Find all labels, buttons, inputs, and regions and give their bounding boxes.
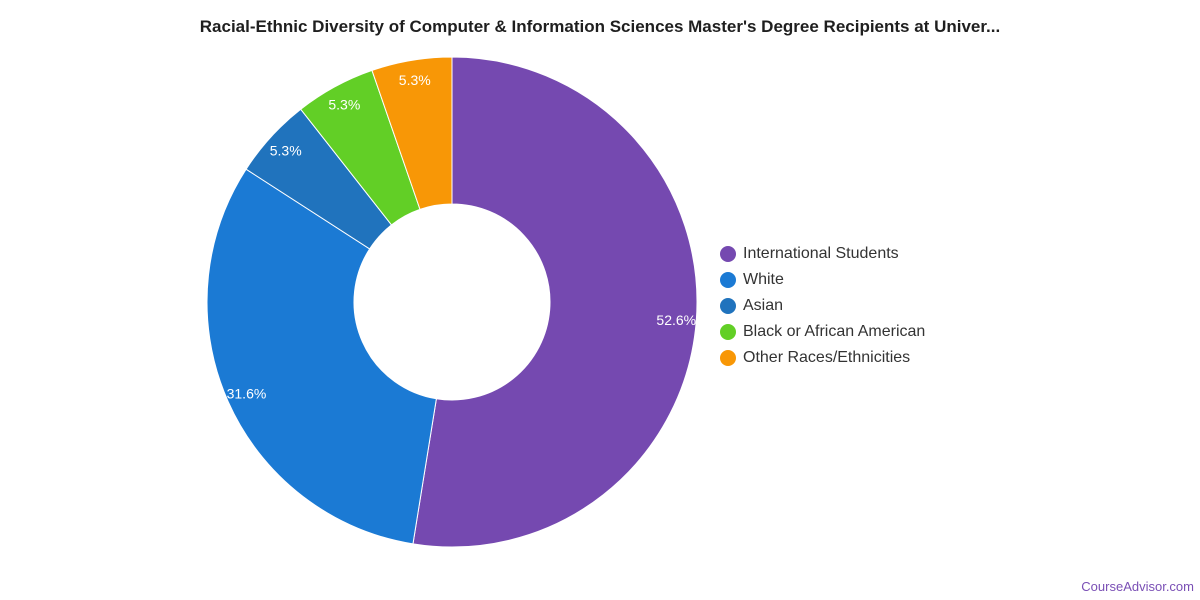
legend-item-asian[interactable]: Asian	[720, 293, 925, 319]
watermark-link[interactable]: CourseAdvisor.com	[1081, 579, 1194, 594]
legend-label: Other Races/Ethnicities	[743, 349, 911, 366]
legend-item-black-or-african-american[interactable]: Black or African American	[720, 319, 925, 345]
donut-slice-labels: 52.6% 31.6% 5.3% 5.3% 5.3%	[227, 72, 697, 401]
legend-item-white[interactable]: White	[720, 267, 925, 293]
slice-label-black-or-african-american: 5.3%	[328, 96, 360, 112]
chart-legend: International Students White Asian Black or…	[720, 241, 925, 371]
legend-label: Asian	[743, 297, 784, 314]
donut-slices	[206, 56, 698, 548]
legend-item-other-races-ethnicities[interactable]: Other Races/Ethnicities	[720, 345, 925, 371]
legend-item-international-students[interactable]: International Students	[720, 241, 925, 267]
slice-label-international-students: 52.6%	[656, 312, 696, 328]
chart-title: Racial-Ethnic Diversity of Computer & In…	[199, 17, 1001, 36]
legend-swatch	[720, 298, 736, 314]
legend-swatch	[720, 324, 736, 340]
legend-label: Black or African American	[743, 323, 926, 340]
slice-white[interactable]	[206, 168, 437, 545]
legend-label: White	[743, 271, 784, 288]
slice-label-asian: 5.3%	[270, 142, 302, 158]
legend-swatch	[720, 272, 736, 288]
legend-label: International Students	[743, 245, 899, 262]
legend-swatch	[720, 350, 736, 366]
slice-international-students[interactable]	[412, 56, 698, 548]
slice-label-other-races-ethnicities: 5.3%	[399, 72, 431, 88]
legend-swatch	[720, 246, 736, 262]
slice-other-races-ethnicities[interactable]	[371, 56, 453, 211]
slice-label-white: 31.6%	[227, 386, 267, 402]
